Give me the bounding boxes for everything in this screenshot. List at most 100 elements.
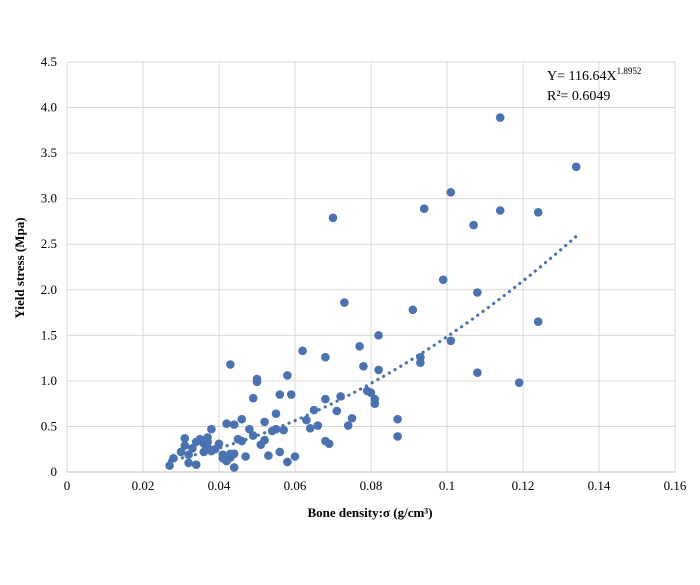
- data-point: [438, 275, 448, 285]
- y-axis-title: Yield stress (Mpa): [12, 217, 27, 318]
- data-point: [393, 432, 402, 441]
- x-tick-label: 0.02: [132, 478, 155, 493]
- x-tick-label: 0.04: [208, 478, 231, 493]
- data-point: [332, 406, 342, 416]
- data-point: [446, 336, 456, 346]
- data-point: [271, 424, 281, 434]
- data-point: [169, 454, 178, 463]
- x-tick-label: 0.14: [588, 478, 611, 493]
- y-tick-label: 2.0: [41, 282, 57, 297]
- data-point: [309, 405, 319, 415]
- y-tick-label: 2.5: [41, 236, 57, 251]
- data-point: [188, 444, 197, 453]
- data-point: [374, 365, 383, 375]
- data-point: [237, 414, 247, 424]
- data-point: [275, 447, 285, 457]
- data-point: [305, 423, 315, 433]
- y-tick-label: 4.0: [41, 100, 57, 115]
- data-point: [366, 388, 376, 398]
- data-point: [245, 424, 254, 434]
- data-point: [176, 447, 186, 457]
- data-point: [248, 431, 258, 440]
- data-point: [283, 371, 292, 380]
- data-point: [214, 439, 224, 449]
- data-point: [571, 162, 581, 172]
- y-tick-label: 1.0: [41, 373, 57, 388]
- equation-exponent: 1.8952: [617, 66, 642, 76]
- data-point: [495, 206, 505, 215]
- data-point: [184, 450, 193, 459]
- equation-base: Y= 116.64X: [547, 69, 617, 84]
- data-point: [271, 409, 281, 418]
- data-point: [229, 449, 239, 459]
- data-point: [184, 458, 193, 468]
- data-points: [165, 113, 581, 472]
- tick-labels: 0 0.02 0.04 0.06 0.08 0.1 0.12 0.14 0.16 0 0.5 1.0 1…: [41, 54, 687, 493]
- y-tick-label: 3.0: [41, 191, 57, 206]
- data-point: [286, 390, 296, 399]
- x-tick-label: 0.12: [512, 478, 535, 493]
- data-point: [533, 208, 543, 217]
- r-squared-label: R²= 0.6049: [547, 89, 610, 104]
- data-point: [324, 439, 334, 449]
- data-point: [260, 435, 269, 445]
- data-point: [355, 341, 364, 351]
- x-tick-label: 0: [64, 478, 71, 493]
- y-tick-label: 0.5: [41, 418, 57, 433]
- x-tick-label: 0.16: [664, 478, 687, 493]
- trendline-equation: Y= 116.64X1.8952: [547, 66, 641, 84]
- data-point: [275, 390, 285, 399]
- y-tick-label: 1.5: [41, 327, 57, 342]
- data-point: [328, 213, 338, 223]
- data-point: [374, 331, 383, 340]
- data-point: [229, 420, 239, 429]
- data-point: [343, 421, 353, 430]
- x-axis-title: Bone density:σ (g/cm³): [307, 505, 432, 520]
- x-tick-label: 0.1: [439, 478, 455, 493]
- y-tick-label: 0: [51, 464, 58, 479]
- data-point: [283, 457, 292, 467]
- data-point: [237, 436, 247, 446]
- data-point: [347, 413, 357, 423]
- trendline: [168, 234, 578, 463]
- data-point: [393, 414, 402, 424]
- data-point: [260, 417, 269, 427]
- data-point: [514, 378, 524, 388]
- data-point: [229, 463, 239, 472]
- data-point: [241, 452, 250, 461]
- data-point: [180, 433, 190, 443]
- data-point: [313, 421, 323, 430]
- data-point: [203, 437, 212, 447]
- data-point: [226, 360, 235, 369]
- data-point: [279, 425, 288, 435]
- data-point: [419, 204, 429, 213]
- data-point: [321, 394, 330, 404]
- data-point: [248, 393, 258, 403]
- x-tick-label: 0.06: [284, 478, 307, 493]
- data-point: [336, 392, 345, 401]
- data-point: [165, 461, 174, 470]
- data-point: [321, 352, 330, 362]
- data-point: [264, 451, 273, 460]
- data-point: [290, 452, 300, 461]
- data-point: [359, 362, 368, 371]
- data-point: [218, 450, 228, 459]
- grid: [66, 61, 676, 473]
- data-point: [252, 377, 262, 387]
- y-tick-label: 4.5: [41, 54, 57, 69]
- data-point: [473, 288, 482, 297]
- data-point: [298, 346, 307, 356]
- data-point: [408, 305, 418, 315]
- y-tick-label: 3.5: [41, 145, 57, 160]
- data-point: [416, 352, 425, 362]
- data-point: [222, 419, 231, 429]
- data-point: [473, 368, 482, 377]
- data-point: [207, 424, 216, 434]
- trendline-path: [168, 234, 578, 463]
- data-point: [191, 460, 201, 470]
- x-tick-label: 0.08: [360, 478, 383, 493]
- data-point: [370, 394, 380, 404]
- data-point: [302, 415, 311, 425]
